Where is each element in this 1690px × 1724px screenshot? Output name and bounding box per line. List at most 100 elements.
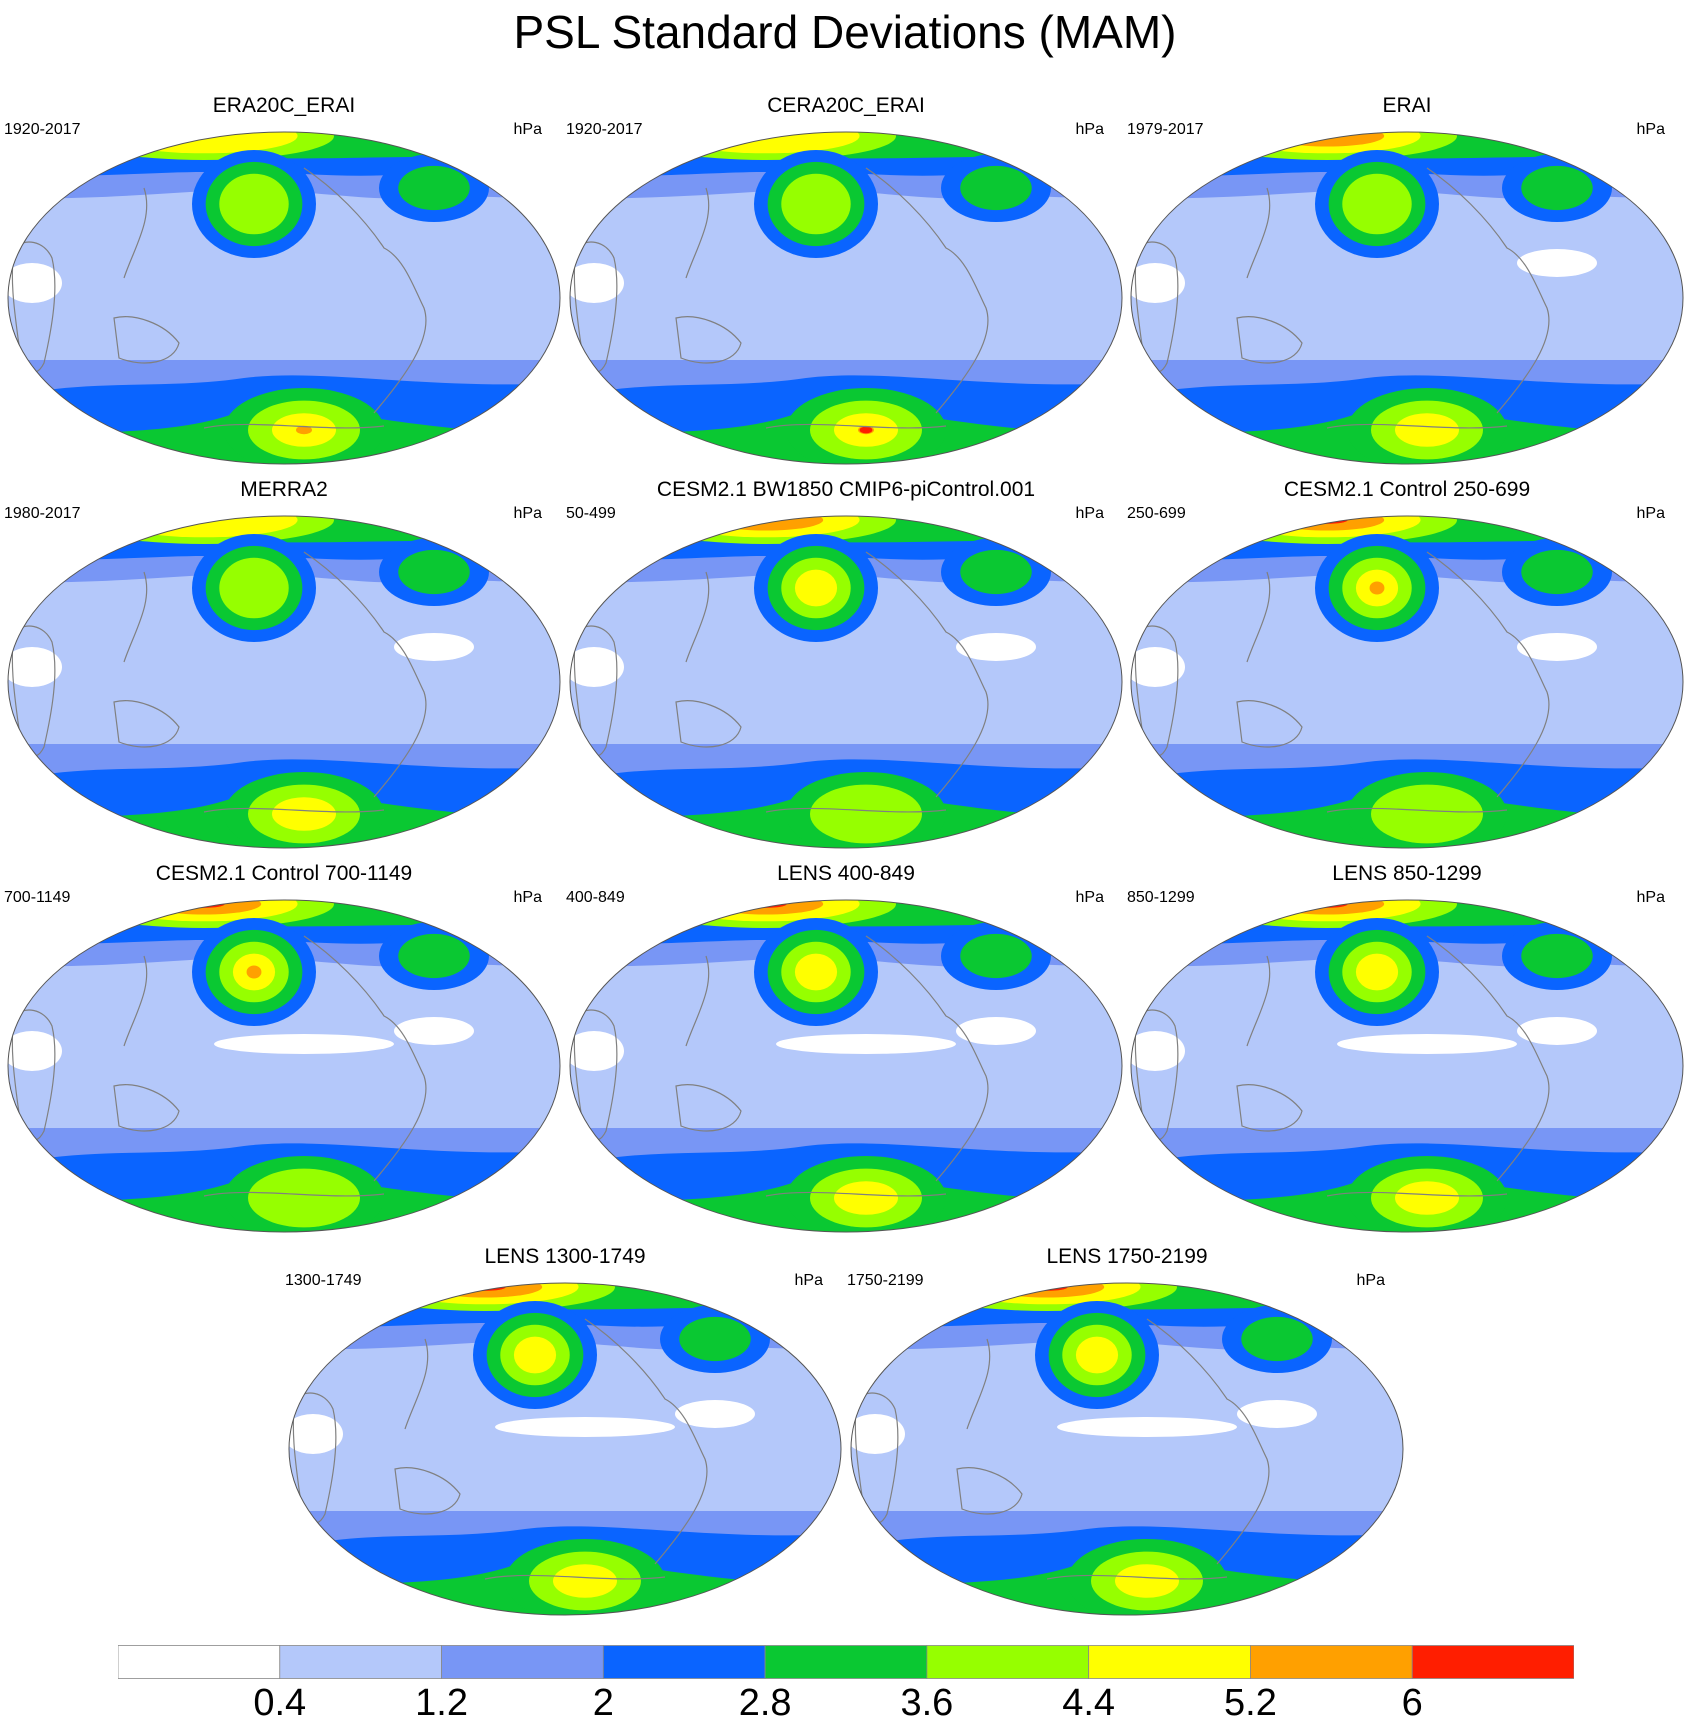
americas-coastline bbox=[1426, 167, 1550, 414]
panel-units-label: hPa bbox=[1636, 505, 1665, 522]
colorbar-swatch bbox=[118, 1645, 281, 1679]
globe-outline bbox=[7, 515, 561, 849]
antarctica-coastline bbox=[484, 1574, 666, 1580]
antarctica-coastline bbox=[203, 807, 385, 813]
north-atlantic-green-contour bbox=[398, 933, 470, 979]
north-atlantic-green-contour bbox=[1521, 165, 1593, 211]
tropical-pacific-low-variance bbox=[1517, 633, 1597, 661]
panel-title: LENS 400-849 bbox=[777, 862, 915, 885]
americas-coastline bbox=[1426, 551, 1550, 798]
africa-low-variance bbox=[1131, 1031, 1185, 1071]
colorbar-tick-label: 0.4 bbox=[253, 1682, 307, 1724]
panel-period-label: 850-1299 bbox=[1127, 889, 1195, 906]
map-panel: MERRA2 1980-2017 hPa bbox=[4, 478, 564, 853]
north-atlantic-green-contour bbox=[960, 165, 1032, 211]
africa-coastline bbox=[11, 1009, 56, 1141]
colorbar-tick-label: 5.2 bbox=[1224, 1682, 1277, 1724]
africa-coastline bbox=[573, 241, 618, 373]
colorbar-swatch bbox=[441, 1645, 604, 1679]
panel-title: CERA20C_ERAI bbox=[767, 94, 925, 117]
map-panel: LENS 850-1299 850-1299 hPa bbox=[1127, 862, 1687, 1237]
north-atlantic-green-contour bbox=[1521, 933, 1593, 979]
americas-coastline bbox=[865, 551, 989, 798]
panel-units-label: hPa bbox=[1075, 889, 1104, 906]
asia-australia-coastline bbox=[394, 1338, 461, 1515]
globe-outline bbox=[7, 899, 561, 1233]
africa-low-variance bbox=[570, 1031, 624, 1071]
asia-australia-coastline bbox=[113, 187, 180, 364]
africa-coastline bbox=[11, 241, 56, 373]
north-pacific-max-lime-contour bbox=[781, 173, 851, 235]
africa-coastline bbox=[573, 625, 618, 757]
asia-australia-coastline bbox=[113, 955, 180, 1132]
southern-max-yellow-contour bbox=[553, 1564, 617, 1598]
globe-outline bbox=[7, 131, 561, 465]
panel-units-label: hPa bbox=[794, 1272, 823, 1289]
equatorial-low-variance bbox=[776, 1034, 956, 1054]
southern-max-lime-contour bbox=[248, 1168, 360, 1228]
asia-australia-coastline bbox=[1236, 571, 1303, 748]
panel-units-label: hPa bbox=[1636, 121, 1665, 138]
tropical-pacific-low-variance bbox=[394, 633, 474, 661]
africa-low-variance bbox=[8, 1031, 62, 1071]
asia-australia-coastline bbox=[113, 571, 180, 748]
colorbar-swatch bbox=[1411, 1645, 1574, 1679]
panel-period-label: 1979-2017 bbox=[1127, 121, 1204, 138]
southern-max-lime-contour bbox=[810, 784, 922, 844]
equatorial-low-variance bbox=[1337, 1034, 1517, 1054]
north-pacific-max-orange-contour bbox=[1369, 581, 1385, 595]
coastlines bbox=[11, 167, 427, 429]
africa-coastline bbox=[11, 625, 56, 757]
americas-coastline bbox=[1146, 1318, 1270, 1565]
americas-coastline bbox=[865, 935, 989, 1182]
coastlines bbox=[292, 1318, 708, 1580]
antarctica-coastline bbox=[203, 1191, 385, 1197]
africa-low-variance bbox=[1131, 263, 1185, 303]
north-atlantic-green-contour bbox=[960, 549, 1032, 595]
southern-max-yellow-contour bbox=[1395, 413, 1459, 447]
africa-low-variance bbox=[570, 647, 624, 687]
panel-units-label: hPa bbox=[1636, 889, 1665, 906]
globe-map bbox=[1130, 515, 1684, 849]
equatorial-low-variance bbox=[1057, 1417, 1237, 1437]
globe-map bbox=[7, 899, 561, 1233]
globe-outline bbox=[569, 899, 1123, 1233]
north-pacific-max-lime-contour bbox=[1342, 173, 1412, 235]
asia-australia-coastline bbox=[956, 1338, 1023, 1515]
globe-outline bbox=[1130, 131, 1684, 465]
asia-australia-coastline bbox=[1236, 955, 1303, 1132]
panel-title: ERAI bbox=[1382, 94, 1432, 117]
panel-title: LENS 1300-1749 bbox=[484, 1245, 646, 1268]
africa-low-variance bbox=[289, 1414, 343, 1454]
map-panel: ERAI 1979-2017 hPa bbox=[1127, 94, 1687, 469]
tropical-pacific-low-variance bbox=[956, 633, 1036, 661]
americas-coastline bbox=[1426, 935, 1550, 1182]
africa-low-variance bbox=[8, 647, 62, 687]
africa-low-variance bbox=[851, 1414, 905, 1454]
panel-units-label: hPa bbox=[513, 505, 542, 522]
panel-period-label: 1300-1749 bbox=[285, 1272, 362, 1289]
globe-outline bbox=[569, 515, 1123, 849]
americas-coastline bbox=[865, 167, 989, 414]
panel-period-label: 1920-2017 bbox=[566, 121, 643, 138]
antarctica-coastline bbox=[1046, 1574, 1228, 1580]
globe-map bbox=[569, 515, 1123, 849]
antarctica-coastline bbox=[765, 1191, 947, 1197]
north-pacific-max-yellow-contour bbox=[794, 953, 838, 991]
africa-coastline bbox=[1134, 625, 1179, 757]
coastlines bbox=[854, 1318, 1270, 1580]
map-panel: LENS 400-849 400-849 hPa bbox=[566, 862, 1126, 1237]
southern-max-yellow-contour bbox=[834, 1181, 898, 1215]
globe-map bbox=[569, 899, 1123, 1233]
panel-period-label: 250-699 bbox=[1127, 505, 1186, 522]
panel-period-label: 1750-2199 bbox=[847, 1272, 924, 1289]
north-pacific-max-yellow-contour bbox=[794, 569, 838, 607]
north-atlantic-green-contour bbox=[1521, 549, 1593, 595]
colorbar-tick-label: 6 bbox=[1401, 1682, 1423, 1724]
africa-low-variance bbox=[570, 263, 624, 303]
coastlines bbox=[1134, 551, 1550, 813]
panel-period-label: 400-849 bbox=[566, 889, 625, 906]
north-pacific-max-lime-contour bbox=[219, 557, 289, 619]
map-panel: LENS 1750-2199 1750-2199 hPa bbox=[847, 1245, 1407, 1620]
globe-map bbox=[569, 131, 1123, 465]
